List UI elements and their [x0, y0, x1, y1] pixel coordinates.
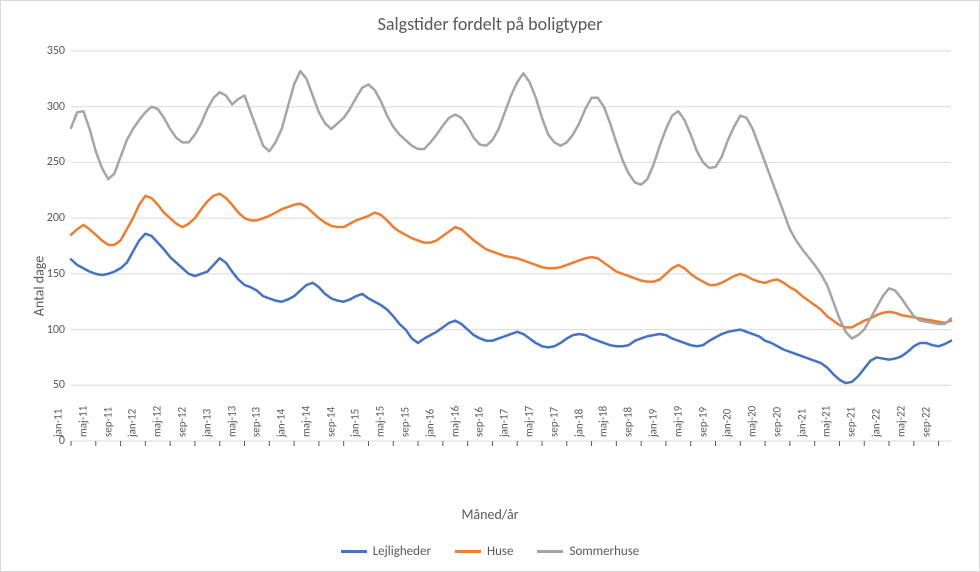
legend-item-sommerhuse: Sommerhuse: [537, 544, 639, 559]
x-tick-label: maj-19: [671, 406, 684, 441]
chart-svg: [71, 51, 951, 441]
x-tick-label: jan-17: [498, 409, 511, 441]
x-tick-label: maj-18: [597, 406, 610, 441]
x-tick-label: sep-19: [696, 407, 709, 441]
legend-swatch: [455, 550, 481, 553]
x-tick-label: jan-12: [126, 409, 139, 441]
series-line-huse: [71, 194, 951, 328]
plot-area: 050100150200250300350 jan-11maj-11sep-11…: [71, 51, 951, 441]
x-tick-label: maj-17: [522, 406, 535, 441]
y-tick-label: 200: [47, 211, 71, 225]
chart-container: Salgstider fordelt på boligtyper Antal d…: [0, 0, 980, 572]
x-tick-label: jan-20: [721, 409, 734, 441]
x-tick-label: sep-18: [622, 407, 635, 441]
x-tick-label: maj-22: [894, 406, 907, 441]
y-tick-label: 350: [47, 44, 71, 58]
chart-title: Salgstider fordelt på boligtyper: [1, 13, 979, 35]
legend-label: Lejligheder: [373, 544, 431, 559]
x-tick-label: sep-14: [324, 407, 337, 441]
x-tick-label: jan-16: [423, 409, 436, 441]
legend-swatch: [537, 550, 563, 553]
x-tick-label: maj-11: [76, 406, 89, 441]
x-tick-label: sep-15: [399, 407, 412, 441]
x-tick-label: maj-20: [746, 406, 759, 441]
x-tick-label: sep-17: [547, 407, 560, 441]
x-tick-label: maj-16: [448, 406, 461, 441]
series-line-sommerhuse: [71, 71, 951, 338]
y-tick-label: 250: [47, 155, 71, 169]
y-tick-label: 300: [47, 100, 71, 114]
x-tick-label: sep-21: [845, 407, 858, 441]
legend-label: Sommerhuse: [569, 544, 639, 559]
x-tick-label: sep-20: [770, 407, 783, 441]
legend: Lejligheder Huse Sommerhuse: [1, 544, 979, 559]
x-tick-label: maj-12: [151, 406, 164, 441]
x-tick-label: maj-13: [225, 406, 238, 441]
legend-item-lejligheder: Lejligheder: [341, 544, 431, 559]
y-tick-label: 150: [47, 267, 71, 281]
legend-swatch: [341, 550, 367, 553]
x-tick-label: sep-22: [919, 407, 932, 441]
x-tick-label: maj-21: [820, 406, 833, 441]
legend-item-huse: Huse: [455, 544, 513, 559]
x-tick-label: jan-18: [572, 409, 585, 441]
y-tick-label: 50: [53, 378, 71, 392]
x-axis-label: Måned/år: [1, 506, 979, 523]
x-tick-label: jan-14: [275, 409, 288, 441]
x-tick-label: sep-16: [473, 407, 486, 441]
x-tick-label: jan-22: [870, 409, 883, 441]
x-tick-label: sep-12: [175, 407, 188, 441]
y-tick-label: 100: [47, 323, 71, 337]
y-axis-label: Antal dage: [31, 256, 48, 316]
x-tick-label: jan-19: [646, 409, 659, 441]
legend-label: Huse: [487, 544, 513, 559]
x-tick-label: sep-13: [250, 407, 263, 441]
x-tick-label: maj-14: [299, 406, 312, 441]
x-tick-label: sep-11: [101, 407, 114, 441]
x-tick-label: jan-13: [200, 409, 213, 441]
x-tick-label: jan-11: [52, 409, 65, 441]
x-tick-label: jan-21: [795, 409, 808, 441]
x-tick-label: maj-15: [374, 406, 387, 441]
x-tick-label: jan-15: [349, 409, 362, 441]
